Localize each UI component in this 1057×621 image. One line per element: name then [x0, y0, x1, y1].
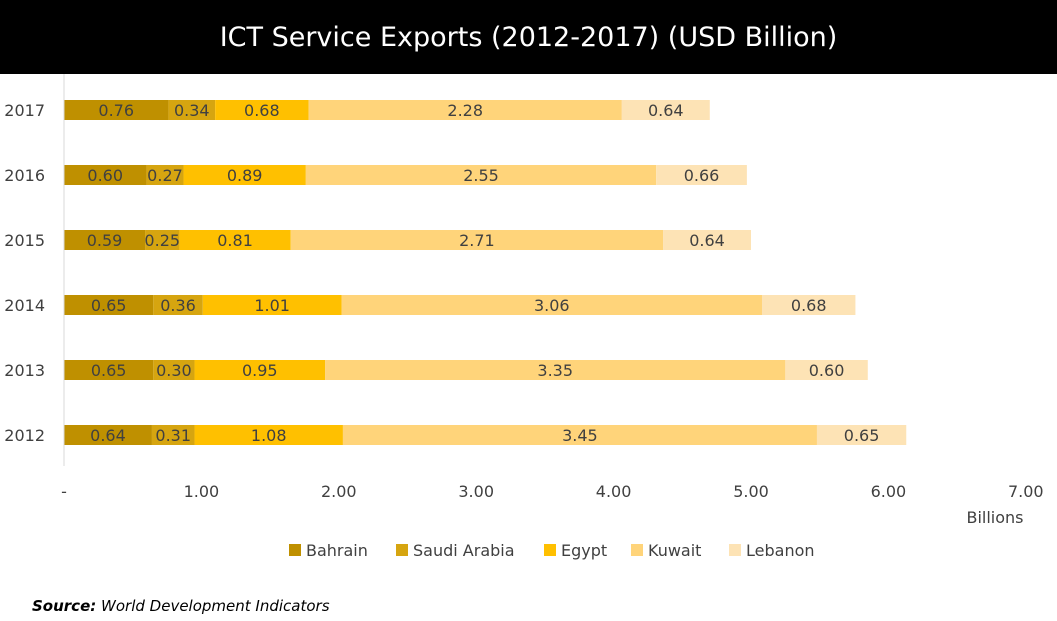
- bar-egypt-2013: [194, 360, 326, 380]
- bar-kuwait-2015: [290, 230, 664, 250]
- data-label-egypt-2016: 0.89: [227, 166, 263, 185]
- bar-lebanon-2015: [663, 230, 751, 250]
- bar-kuwait-2013: [325, 360, 786, 380]
- data-label-kuwait-2015: 2.71: [459, 231, 495, 250]
- y-tick-label: 2014: [4, 296, 45, 315]
- data-label-kuwait-2013: 3.35: [537, 361, 573, 380]
- data-label-saudi-arabia-2016: 0.27: [147, 166, 183, 185]
- x-tick-label: 1.00: [184, 482, 220, 501]
- source-note: Source: World Development Indicators: [32, 597, 330, 615]
- bar-saudi-arabia-2012: [151, 425, 195, 445]
- x-tick-label: 3.00: [458, 482, 494, 501]
- data-label-egypt-2012: 1.08: [251, 426, 287, 445]
- y-tick-labels: 2017 2016 2015 2014 2013 2012: [4, 101, 45, 445]
- source-label: Source:: [32, 597, 97, 615]
- y-tick-label: 2012: [4, 426, 45, 445]
- data-label-kuwait-2012: 3.45: [562, 426, 598, 445]
- data-label-kuwait-2014: 3.06: [534, 296, 570, 315]
- bar-lebanon-2013: [785, 360, 868, 380]
- legend-label-bahrain: Bahrain: [306, 541, 368, 560]
- data-label-egypt-2014: 1.01: [254, 296, 290, 315]
- x-tick-labels: - 1.00 2.00 3.00 4.00 5.00 6.00 7.00: [61, 482, 1044, 501]
- bar-bahrain-2013: [64, 360, 154, 380]
- data-label-egypt-2015: 0.81: [217, 231, 253, 250]
- bar-lebanon-2014: [761, 295, 856, 315]
- bar-saudi-arabia-2014: [153, 295, 203, 315]
- bar-lebanon-2012: [816, 425, 907, 445]
- bar-kuwait-2017: [308, 100, 622, 120]
- title-bar: ICT Service Exports (2012-2017) (USD Bil…: [0, 0, 1057, 74]
- x-tick-label: 4.00: [596, 482, 632, 501]
- x-tick-label: 2.00: [321, 482, 357, 501]
- data-label-lebanon-2017: 0.64: [648, 101, 684, 120]
- data-label-saudi-arabia-2013: 0.30: [156, 361, 192, 380]
- x-unit-label: Billions: [966, 508, 1023, 527]
- data-label-lebanon-2015: 0.64: [689, 231, 725, 250]
- legend-label-lebanon: Lebanon: [746, 541, 815, 560]
- bar-egypt-2017: [215, 100, 309, 120]
- data-label-egypt-2017: 0.68: [244, 101, 280, 120]
- stacked-bar-chart: 0.76 0.34 0.68 2.28 0.64 0.60 0.27 0.89 2.55 0.66…: [4, 74, 1044, 560]
- bar-kuwait-2014: [341, 295, 762, 315]
- data-label-saudi-arabia-2014: 0.36: [160, 296, 196, 315]
- bar-bahrain-2012: [64, 425, 152, 445]
- legend-label-kuwait: Kuwait: [648, 541, 701, 560]
- bar-lebanon-2016: [656, 165, 747, 185]
- bar-egypt-2016: [183, 165, 306, 185]
- data-label-lebanon-2014: 0.68: [791, 296, 827, 315]
- x-tick-label: 5.00: [733, 482, 769, 501]
- legend-label-egypt: Egypt: [561, 541, 607, 560]
- legend: Bahrain Saudi Arabia Egypt Kuwait Lebanon: [289, 541, 815, 560]
- bar-saudi-arabia-2015: [145, 230, 180, 250]
- bar-kuwait-2016: [305, 165, 657, 185]
- bar-bahrain-2014: [64, 295, 154, 315]
- data-label-lebanon-2012: 0.65: [844, 426, 880, 445]
- data-label-saudi-arabia-2017: 0.34: [174, 101, 210, 120]
- bar-saudi-arabia-2017: [168, 100, 216, 120]
- source-text: World Development Indicators: [101, 597, 330, 615]
- data-label-saudi-arabia-2015: 0.25: [144, 231, 180, 250]
- data-label-bahrain-2015: 0.59: [87, 231, 123, 250]
- chart-title: ICT Service Exports (2012-2017) (USD Bil…: [219, 21, 838, 53]
- data-label-kuwait-2016: 2.55: [463, 166, 499, 185]
- bar-saudi-arabia-2013: [153, 360, 195, 380]
- y-tick-label: 2015: [4, 231, 45, 250]
- data-label-kuwait-2017: 2.28: [447, 101, 483, 120]
- legend-swatch-kuwait: [631, 544, 643, 556]
- legend-swatch-saudi-arabia: [396, 544, 408, 556]
- bar-egypt-2014: [202, 295, 342, 315]
- bar-bahrain-2015: [64, 230, 146, 250]
- bars-layer: 0.76 0.34 0.68 2.28 0.64 0.60 0.27 0.89 2.55 0.66…: [64, 100, 907, 445]
- legend-label-saudi-arabia: Saudi Arabia: [413, 541, 515, 560]
- data-label-lebanon-2016: 0.66: [684, 166, 720, 185]
- legend-swatch-lebanon: [729, 544, 741, 556]
- bar-egypt-2012: [194, 425, 343, 445]
- y-tick-label: 2017: [4, 101, 45, 120]
- bar-bahrain-2017: [64, 100, 169, 120]
- legend-swatch-bahrain: [289, 544, 301, 556]
- data-label-bahrain-2014: 0.65: [91, 296, 127, 315]
- data-label-bahrain-2012: 0.64: [90, 426, 126, 445]
- x-tick-label: 7.00: [1008, 482, 1044, 501]
- bar-kuwait-2012: [342, 425, 817, 445]
- x-tick-label: 6.00: [871, 482, 907, 501]
- x-tick-label: -: [61, 482, 67, 501]
- data-label-bahrain-2013: 0.65: [91, 361, 127, 380]
- bar-saudi-arabia-2016: [146, 165, 184, 185]
- data-label-egypt-2013: 0.95: [242, 361, 278, 380]
- data-label-bahrain-2016: 0.60: [87, 166, 123, 185]
- data-label-lebanon-2013: 0.60: [809, 361, 845, 380]
- y-tick-label: 2013: [4, 361, 45, 380]
- bar-egypt-2015: [179, 230, 291, 250]
- bar-bahrain-2016: [64, 165, 147, 185]
- legend-swatch-egypt: [544, 544, 556, 556]
- bar-lebanon-2017: [621, 100, 710, 120]
- data-label-bahrain-2017: 0.76: [98, 101, 134, 120]
- y-tick-label: 2016: [4, 166, 45, 185]
- data-label-saudi-arabia-2012: 0.31: [155, 426, 191, 445]
